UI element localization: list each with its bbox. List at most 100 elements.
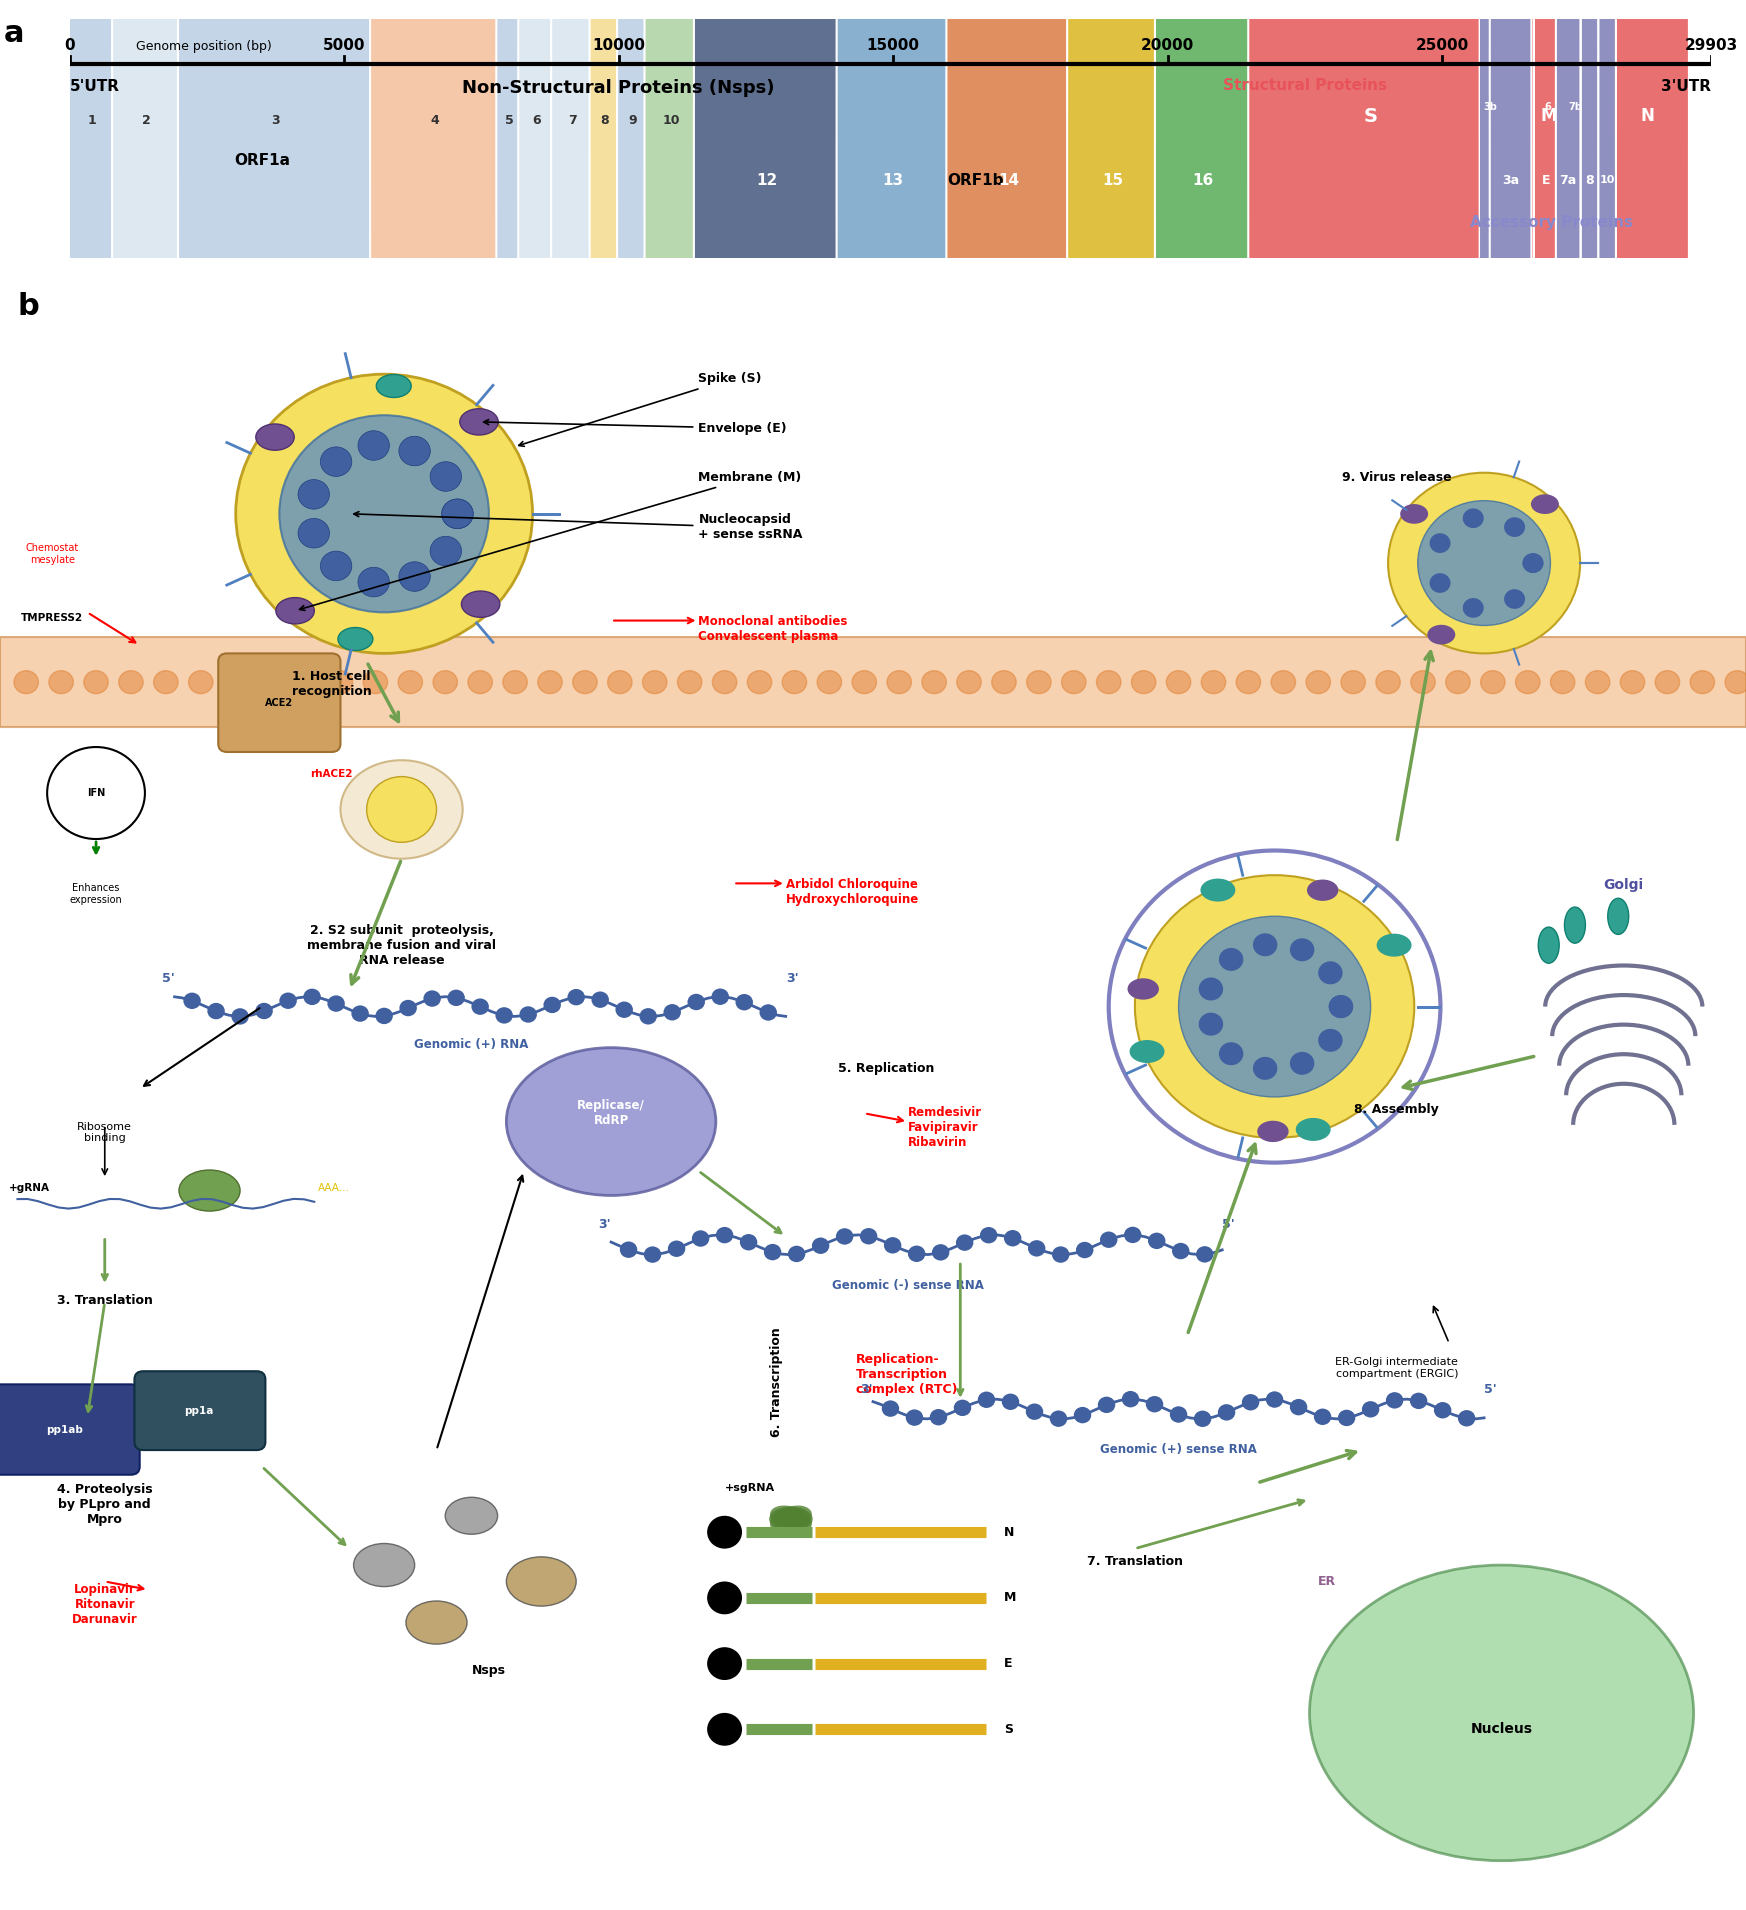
Circle shape [712,670,737,693]
Text: ORF1a: ORF1a [234,153,290,168]
Circle shape [520,1007,538,1022]
Text: 3a: 3a [1502,174,1519,187]
Circle shape [707,1646,742,1681]
Circle shape [398,435,430,466]
Text: 6: 6 [533,115,541,128]
Text: Replicase/
RdRP: Replicase/ RdRP [578,1100,644,1127]
Circle shape [538,670,562,693]
Circle shape [1550,670,1575,693]
Text: Nucleocapsid
+ sense ssRNA: Nucleocapsid + sense ssRNA [354,512,803,541]
Circle shape [1201,670,1226,693]
Circle shape [232,1008,250,1024]
Ellipse shape [1257,1121,1289,1142]
Circle shape [747,670,772,693]
Circle shape [1315,1408,1332,1425]
Text: ACE2: ACE2 [265,697,293,709]
Text: Genome position (bp): Genome position (bp) [136,40,271,53]
FancyBboxPatch shape [1605,0,1688,1033]
Text: TMPRESS2: TMPRESS2 [21,613,84,623]
Circle shape [906,1410,924,1425]
Circle shape [740,1234,758,1251]
FancyBboxPatch shape [1556,0,1580,944]
Ellipse shape [1296,1117,1330,1140]
Circle shape [760,1005,777,1020]
Text: 7: 7 [567,115,576,128]
Text: Membrane (M): Membrane (M) [300,472,801,611]
Ellipse shape [276,598,314,625]
FancyBboxPatch shape [644,0,695,1033]
Ellipse shape [1538,926,1559,963]
Text: 29903: 29903 [1685,38,1737,53]
Ellipse shape [180,1171,241,1211]
Circle shape [1690,670,1715,693]
FancyBboxPatch shape [68,0,113,1033]
Circle shape [716,1226,733,1243]
Circle shape [887,670,911,693]
Text: 25000: 25000 [1416,38,1468,53]
Circle shape [1241,1394,1259,1410]
Text: Non-Structural Proteins (Nsps): Non-Structural Proteins (Nsps) [463,78,775,97]
Text: Arbidol Chloroquine
Hydroxychloroquine: Arbidol Chloroquine Hydroxychloroquine [786,877,918,905]
Circle shape [688,993,705,1010]
Circle shape [1463,598,1484,617]
Circle shape [398,562,430,592]
Text: 0: 0 [65,38,75,53]
Circle shape [1290,1052,1315,1075]
Text: 1. Host cell
recognition: 1. Host cell recognition [292,670,372,697]
Text: Structural Proteins: Structural Proteins [1222,78,1386,94]
Text: ORF1b: ORF1b [946,172,1004,187]
Circle shape [1585,670,1610,693]
Ellipse shape [459,409,498,435]
Circle shape [279,414,489,613]
Circle shape [293,670,318,693]
Ellipse shape [340,760,463,860]
Circle shape [496,1007,513,1024]
Text: 4. Proteolysis
by PLpro and
Mpro: 4. Proteolysis by PLpro and Mpro [58,1482,152,1526]
Text: 5: 5 [505,115,513,128]
Circle shape [1027,1404,1044,1419]
Ellipse shape [506,1557,576,1606]
Text: 3': 3' [786,972,798,986]
Text: E: E [1542,174,1550,187]
Circle shape [1166,670,1191,693]
Circle shape [375,1008,393,1024]
Circle shape [358,432,389,460]
Circle shape [1219,1043,1243,1066]
Circle shape [639,1008,656,1024]
Text: AAA...: AAA... [318,1182,349,1192]
Circle shape [430,537,461,565]
Circle shape [320,447,351,476]
FancyBboxPatch shape [370,0,498,1033]
Circle shape [279,993,297,1008]
Circle shape [14,670,38,693]
Circle shape [1172,1243,1189,1259]
Ellipse shape [1310,1564,1694,1860]
FancyBboxPatch shape [1067,0,1156,1094]
Text: 12: 12 [756,172,777,187]
Circle shape [1411,670,1435,693]
Circle shape [908,1245,925,1263]
Text: M: M [1004,1591,1016,1604]
Text: S: S [1004,1723,1013,1736]
Text: +gRNA: +gRNA [9,1182,49,1192]
Circle shape [223,670,248,693]
Text: 5000: 5000 [323,38,365,53]
Circle shape [468,670,492,693]
FancyBboxPatch shape [1489,0,1531,1094]
Circle shape [1376,670,1400,693]
FancyBboxPatch shape [693,0,838,1094]
Circle shape [1170,1406,1187,1423]
Text: Spike (S): Spike (S) [519,372,761,447]
Circle shape [644,1247,662,1263]
Text: 2: 2 [143,115,152,128]
FancyBboxPatch shape [496,0,520,1033]
Circle shape [1254,934,1278,957]
Text: 15000: 15000 [866,38,920,53]
Circle shape [608,670,632,693]
FancyBboxPatch shape [1479,0,1502,712]
Circle shape [1362,1402,1379,1417]
Circle shape [1306,670,1330,693]
Circle shape [1418,500,1550,625]
Circle shape [957,1234,974,1251]
Circle shape [1002,1394,1020,1410]
